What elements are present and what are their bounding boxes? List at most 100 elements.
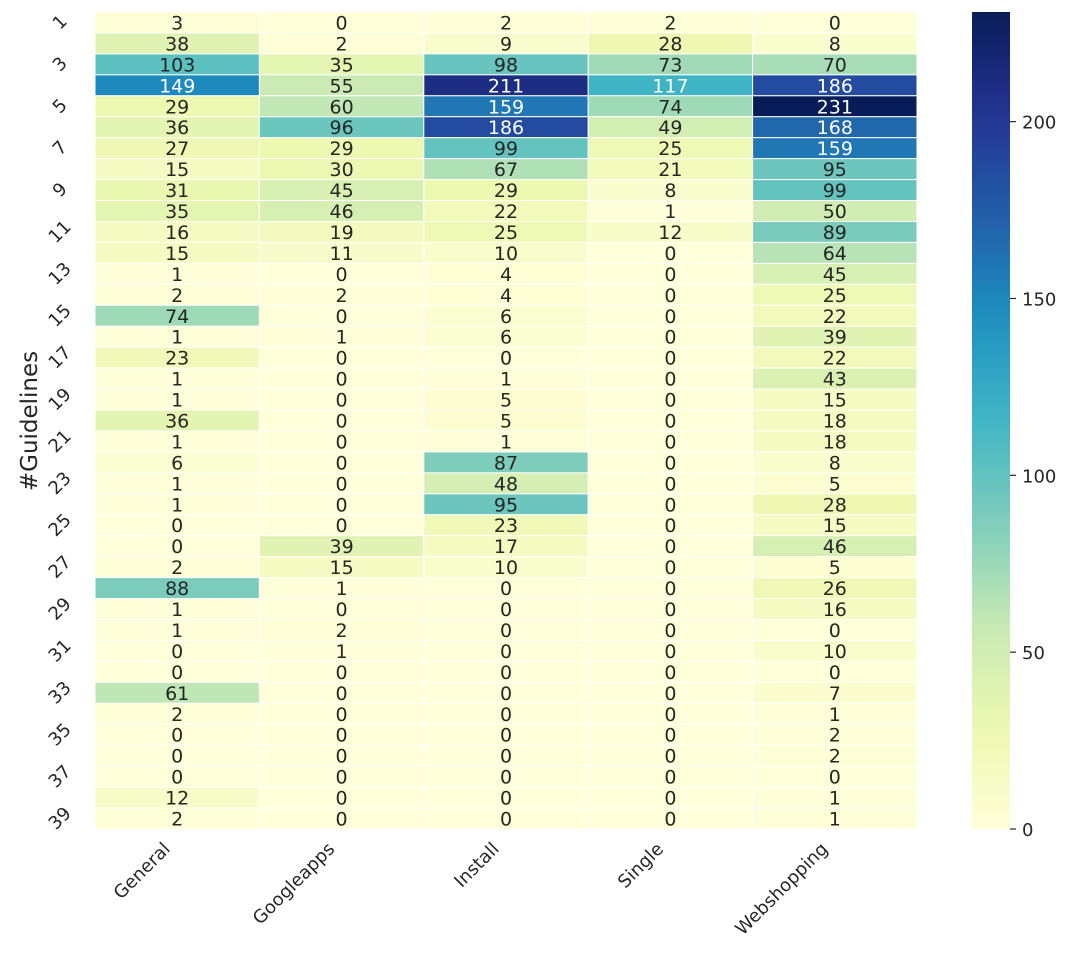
- cell-value-label: 186: [488, 117, 524, 139]
- cell-value-label: 0: [829, 767, 841, 789]
- y-tick-label: 13: [45, 258, 76, 289]
- cell-value-label: 0: [664, 515, 676, 537]
- cell-value-label: 99: [494, 138, 518, 160]
- cell-value-label: 96: [330, 117, 354, 139]
- cell-value-label: 0: [336, 788, 348, 810]
- y-tick-label: 11: [45, 217, 76, 248]
- cell-value-label: 0: [336, 599, 348, 621]
- cell-value-label: 0: [500, 348, 512, 370]
- cell-value-label: 0: [336, 515, 348, 537]
- cell-value-label: 0: [664, 599, 676, 621]
- cell-value-label: 0: [664, 390, 676, 412]
- cell-value-label: 48: [494, 473, 518, 495]
- cell-value-label: 0: [336, 767, 348, 789]
- y-tick-label: 17: [45, 342, 76, 373]
- cell-value-label: 5: [500, 411, 512, 433]
- cell-value-label: 28: [658, 33, 682, 55]
- cell-value-label: 0: [500, 641, 512, 663]
- cell-value-label: 10: [494, 557, 518, 579]
- cell-value-label: 35: [330, 54, 354, 76]
- cell-value-label: 18: [823, 411, 847, 433]
- x-tick-label: General: [110, 839, 175, 904]
- cell-value-label: 50: [823, 201, 847, 223]
- cell-value-label: 0: [664, 662, 676, 684]
- cell-value-label: 27: [165, 138, 189, 160]
- cell-value-label: 1: [336, 641, 348, 663]
- cell-value-label: 70: [823, 54, 847, 76]
- colorbar-gradient: [972, 12, 1010, 829]
- cell-value-label: 6: [500, 327, 512, 349]
- cell-value-label: 0: [664, 767, 676, 789]
- cell-value-label: 7: [829, 683, 841, 705]
- cell-value-label: 2: [171, 809, 183, 831]
- cell-value-label: 89: [823, 222, 847, 244]
- colorbar-tick-label: 50: [1022, 643, 1045, 664]
- cell-value-label: 0: [171, 662, 183, 684]
- cell-value-label: 0: [664, 243, 676, 265]
- cell-value-label: 1: [171, 264, 183, 286]
- cell-value-label: 21: [658, 159, 682, 181]
- cell-value-label: 0: [336, 411, 348, 433]
- x-tick-label: Googleapps: [249, 839, 339, 929]
- y-tick-label: 37: [45, 761, 76, 792]
- cell-value-label: 98: [494, 54, 518, 76]
- cell-value-label: 0: [500, 599, 512, 621]
- cell-value-label: 74: [165, 306, 189, 328]
- cell-value-label: 10: [494, 243, 518, 265]
- cell-value-label: 0: [336, 264, 348, 286]
- x-tick-label: Single: [614, 839, 668, 893]
- y-tick-label: 23: [45, 468, 76, 499]
- cell-value-label: 45: [823, 264, 847, 286]
- cell-value-label: 28: [823, 494, 847, 516]
- cell-value-label: 26: [823, 578, 847, 600]
- cell-value-label: 0: [171, 746, 183, 768]
- cell-value-label: 0: [664, 348, 676, 370]
- colorbar-tick-label: 150: [1022, 289, 1056, 310]
- y-axis-label: #Guidelines: [17, 351, 43, 491]
- cell-value-label: 23: [494, 515, 518, 537]
- cell-value-label: 95: [494, 494, 518, 516]
- cell-value-label: 25: [658, 138, 682, 160]
- y-tick-label: 7: [49, 137, 72, 160]
- cell-value-label: 6: [500, 306, 512, 328]
- cell-value-label: 0: [664, 264, 676, 286]
- cell-value-label: 10: [823, 641, 847, 663]
- cell-value-label: 231: [817, 96, 853, 118]
- cell-value-label: 1: [171, 390, 183, 412]
- cell-value-label: 31: [165, 180, 189, 202]
- cell-value-label: 0: [336, 473, 348, 495]
- colorbar: 0 50 100 150 200: [972, 12, 1056, 841]
- y-tick-label: 19: [45, 384, 76, 415]
- cell-value-label: 29: [330, 138, 354, 160]
- cell-value-label: 0: [829, 620, 841, 642]
- cell-value-label: 0: [171, 725, 183, 747]
- cell-value-label: 49: [658, 117, 682, 139]
- cell-value-label: 11: [330, 243, 354, 265]
- cell-value-label: 5: [500, 390, 512, 412]
- cell-value-label: 1: [171, 327, 183, 349]
- cell-value-label: 43: [823, 369, 847, 391]
- cell-value-label: 15: [165, 243, 189, 265]
- cell-value-label: 1: [336, 327, 348, 349]
- cell-value-label: 186: [817, 75, 853, 97]
- x-tick-label: Install: [450, 839, 503, 892]
- y-tick-label: 15: [45, 300, 76, 331]
- cell-value-label: 0: [500, 809, 512, 831]
- cell-value-label: 0: [664, 578, 676, 600]
- cell-value-label: 159: [488, 96, 524, 118]
- cell-value-label: 0: [829, 12, 841, 34]
- cell-value-label: 0: [500, 788, 512, 810]
- cell-value-label: 1: [829, 704, 841, 726]
- cell-value-label: 1: [829, 809, 841, 831]
- cell-value-label: 149: [159, 75, 195, 97]
- cell-value-label: 1: [171, 369, 183, 391]
- x-tick-label: Webshopping: [731, 839, 832, 940]
- cell-value-label: 0: [664, 494, 676, 516]
- cell-value-label: 1: [500, 431, 512, 453]
- heatmap-cells: [94, 11, 918, 830]
- cell-value-label: 1: [171, 620, 183, 642]
- cell-value-label: 0: [664, 641, 676, 663]
- cell-value-label: 55: [330, 75, 354, 97]
- cell-value-label: 15: [823, 390, 847, 412]
